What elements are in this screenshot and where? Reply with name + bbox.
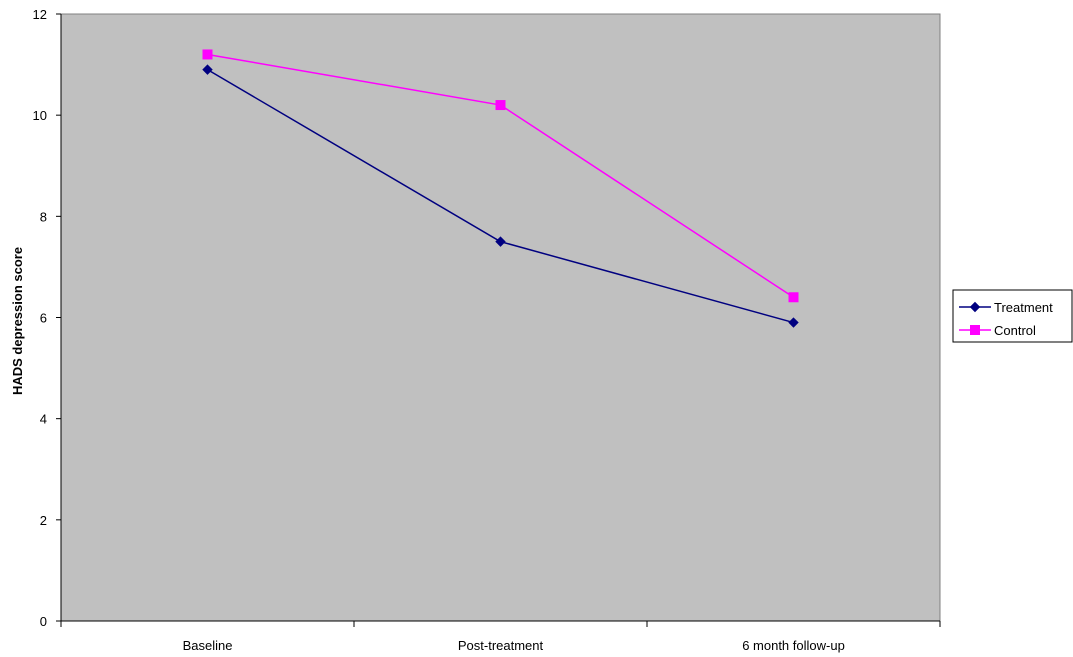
y-axis: 0 2 4 6 8 10 12 xyxy=(33,7,62,629)
legend-items: Treatment Control xyxy=(959,300,1053,338)
legend-label-control: Control xyxy=(994,323,1036,338)
legend: Treatment Control xyxy=(952,289,1073,343)
x-tick-label: Post-treatment xyxy=(458,638,544,653)
y-tick-label: 2 xyxy=(40,513,47,528)
y-axis-title: HADS depression score xyxy=(10,247,25,395)
data-point-control xyxy=(788,292,799,303)
y-tick-label: 12 xyxy=(33,7,47,22)
series-layer xyxy=(202,49,799,328)
y-tick-label: 6 xyxy=(40,311,47,326)
y-tick-label: 0 xyxy=(40,614,47,629)
x-axis: Baseline Post-treatment 6 month follow-up xyxy=(60,620,941,653)
y-tick-label: 10 xyxy=(33,108,47,123)
legend-marker-control xyxy=(970,325,980,335)
y-tick-label: 8 xyxy=(40,209,47,224)
legend-marker-treatment xyxy=(969,301,981,313)
data-point-treatment xyxy=(495,236,506,247)
y-tick-label: 4 xyxy=(40,412,47,427)
x-tick-label: Baseline xyxy=(183,638,233,653)
data-point-control xyxy=(495,100,506,111)
data-point-treatment xyxy=(788,317,799,328)
data-point-treatment xyxy=(202,64,213,75)
data-point-control xyxy=(202,49,213,60)
x-tick-label: 6 month follow-up xyxy=(742,638,845,653)
legend-label-treatment: Treatment xyxy=(994,300,1053,315)
